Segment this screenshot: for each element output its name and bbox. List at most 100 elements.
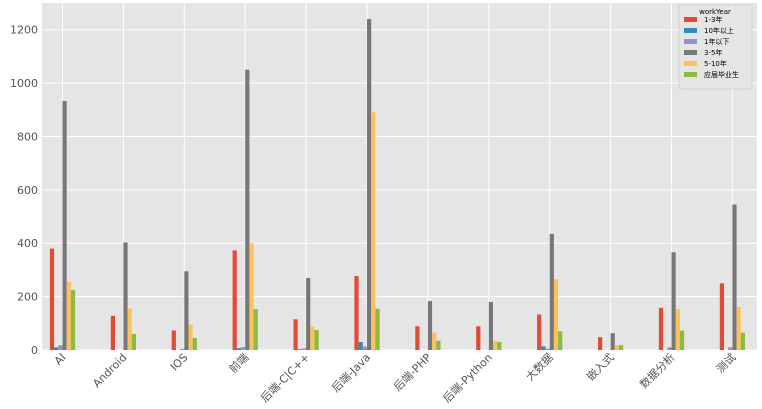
bar-2-series-1 — [110, 315, 115, 350]
x-tick-label: 后端-C|C++ — [258, 351, 312, 405]
legend-label: 5-10年 — [704, 59, 727, 68]
x-tick-label: IOS — [168, 351, 191, 374]
bar-3-series-6 — [192, 337, 197, 350]
bar-6-series-6 — [375, 308, 380, 350]
bar-12-series-3 — [728, 347, 733, 350]
bars-group — [49, 19, 745, 351]
bar-5-series-3 — [301, 348, 307, 350]
bar-5-series-4 — [306, 277, 311, 350]
bar-7-series-5 — [432, 332, 437, 350]
bar-11-series-1 — [658, 307, 664, 350]
legend-label: 1-3年 — [704, 15, 722, 24]
legend-label: 1年以下 — [704, 37, 729, 46]
y-tick-label: 1200 — [10, 24, 38, 37]
bar-10-series-6 — [619, 345, 624, 350]
bar-8-series-4 — [488, 301, 493, 350]
legend-box — [678, 4, 753, 90]
bar-4-series-5 — [249, 243, 254, 350]
bar-9-series-1 — [537, 314, 542, 350]
bar-11-series-5 — [675, 309, 680, 350]
bar-3-series-3 — [180, 348, 185, 350]
x-tick-label: 前端 — [226, 350, 251, 375]
y-tick-label: 400 — [17, 237, 38, 250]
bar-12-series-4 — [732, 204, 737, 350]
bar-8-series-5 — [493, 340, 498, 350]
bar-7-series-6 — [436, 340, 441, 350]
plot-background — [42, 3, 757, 350]
bar-1-series-3 — [58, 345, 63, 350]
legend-swatch — [684, 72, 697, 77]
bar-8-series-6 — [497, 341, 502, 350]
x-axis: AI Android IOS 前端 后端-C|C++ 后端-Java 后端-PHP 后端-Py… — [52, 350, 739, 405]
bar-3-series-1 — [171, 330, 176, 350]
bar-1-series-5 — [66, 281, 71, 350]
bar-9-series-3 — [545, 348, 550, 350]
x-tick-label: 后端-Java — [329, 351, 373, 395]
bar-9-series-2 — [541, 346, 546, 350]
bar-7-series-4 — [427, 301, 433, 350]
bar-12-series-5 — [736, 306, 741, 350]
x-tick-label: 后端-Python — [440, 351, 495, 406]
bar-7-series-1 — [415, 326, 420, 350]
bar-4-series-1 — [232, 250, 237, 350]
bar-6-series-1 — [354, 276, 359, 350]
y-tick-label: 200 — [17, 291, 38, 304]
y-tick-label: 800 — [17, 130, 38, 143]
bar-8-series-1 — [476, 326, 481, 350]
x-tick-label: 后端-PHP — [391, 351, 434, 394]
bar-9-series-5 — [553, 279, 559, 350]
bar-12-series-6 — [740, 332, 745, 350]
bar-4-series-3 — [241, 347, 246, 350]
x-tick-label: AI — [52, 351, 69, 368]
x-tick-label: 数据分析 — [637, 350, 678, 391]
bar-5-series-1 — [293, 319, 298, 350]
bar-10-series-5 — [614, 345, 619, 350]
bar-5-series-6 — [314, 329, 319, 350]
bar-6-series-3 — [362, 346, 367, 350]
bar-6-series-5 — [371, 112, 376, 350]
bar-5-series-5 — [310, 326, 315, 350]
bar-4-series-6 — [253, 309, 258, 350]
x-tick-label: 嵌入式 — [584, 351, 617, 384]
legend-swatch — [684, 61, 697, 66]
bar-1-series-4 — [62, 100, 67, 351]
x-tick-label: 大数据 — [523, 350, 556, 383]
legend-swatch — [684, 39, 697, 44]
bar-6-series-4 — [367, 19, 372, 351]
bar-2-series-4 — [123, 242, 128, 350]
legend-label: 应届毕业生 — [704, 70, 739, 79]
bar-10-series-1 — [598, 337, 603, 350]
y-axis: 0 200 400 600 800 1000 1200 — [10, 24, 38, 357]
bar-11-series-6 — [679, 330, 685, 350]
bar-3-series-4 — [184, 271, 189, 350]
y-tick-label: 1000 — [10, 77, 38, 90]
x-tick-label: 测试 — [714, 351, 739, 376]
bar-11-series-3 — [667, 347, 672, 350]
legend-label: 10年以上 — [704, 26, 734, 35]
bar-4-series-2 — [236, 348, 241, 350]
legend-label: 3-5年 — [704, 48, 722, 57]
bar-1-series-2 — [54, 347, 59, 350]
legend-swatch — [684, 50, 697, 55]
bar-4-series-4 — [245, 69, 250, 350]
bar-2-series-5 — [127, 308, 132, 350]
bar-12-series-1 — [719, 283, 724, 350]
bar-10-series-4 — [610, 333, 615, 350]
legend-swatch — [684, 28, 697, 33]
bar-5-series-2 — [297, 349, 302, 350]
bar-9-series-6 — [558, 331, 563, 350]
legend-swatch — [684, 17, 697, 22]
bar-1-series-1 — [49, 248, 55, 350]
bar-3-series-5 — [188, 324, 193, 350]
bar-1-series-6 — [70, 289, 76, 350]
x-tick-label: Android — [90, 351, 129, 390]
bar-6-series-2 — [358, 341, 363, 350]
y-tick-label: 0 — [31, 344, 38, 357]
legend-title: workYear — [699, 8, 731, 16]
bar-2-series-6 — [131, 333, 136, 350]
bar-9-series-4 — [549, 233, 554, 350]
y-tick-label: 600 — [17, 184, 38, 197]
bar-11-series-4 — [671, 252, 676, 350]
